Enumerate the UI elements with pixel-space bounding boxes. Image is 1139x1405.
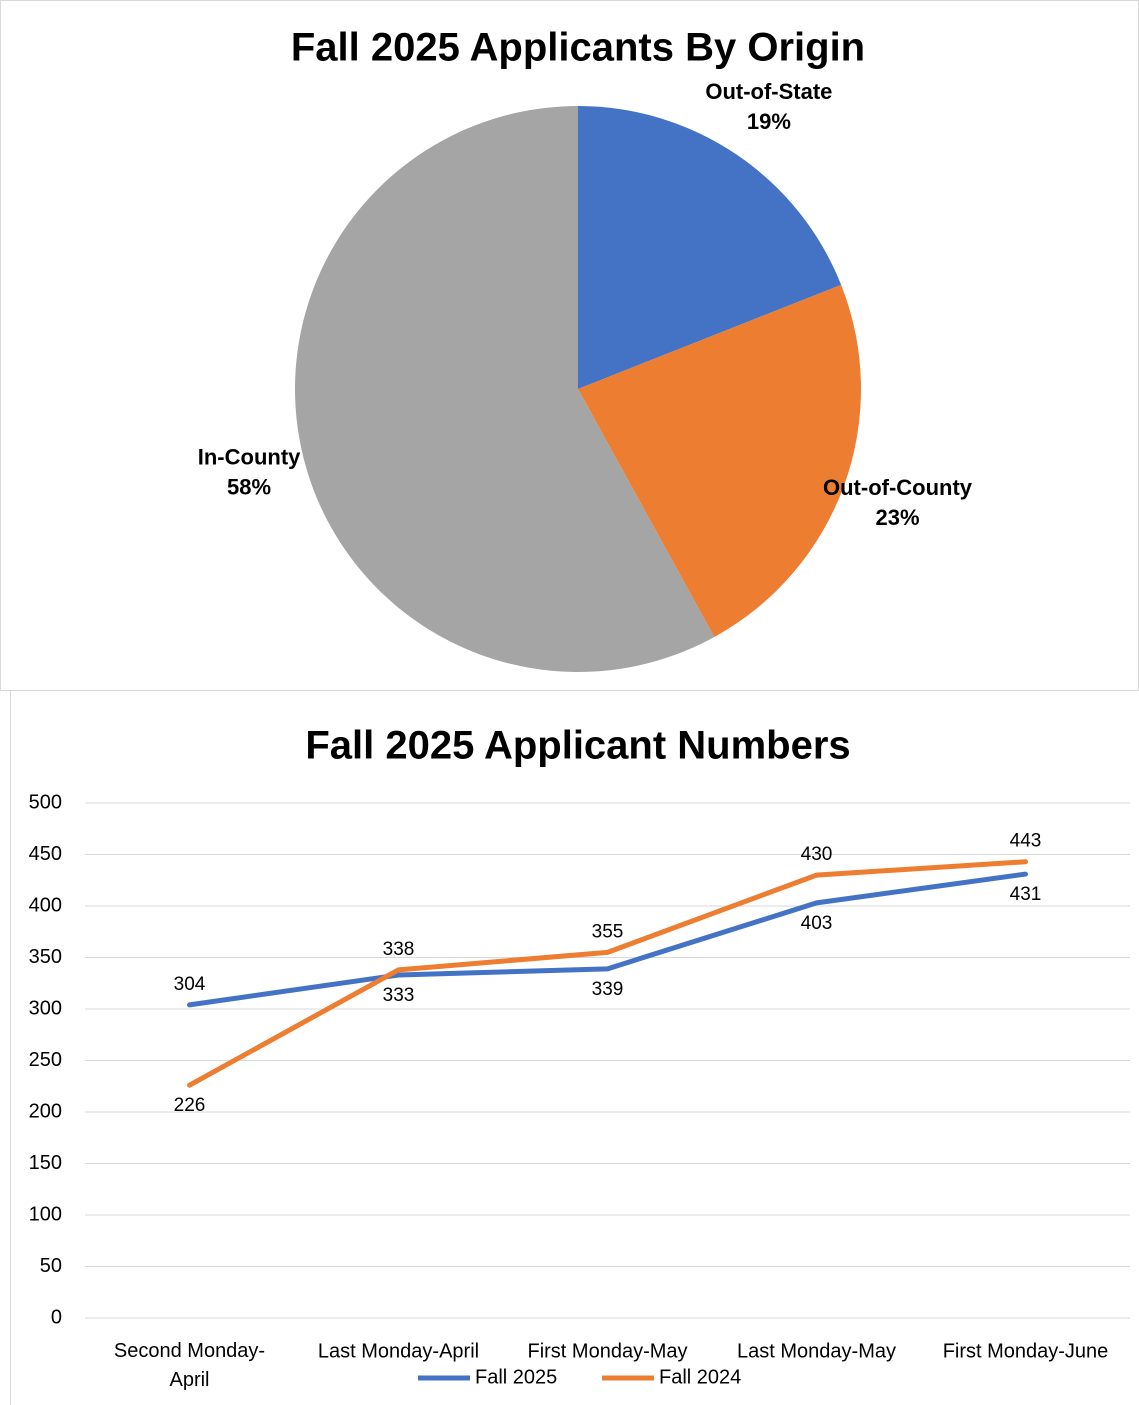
y-tick-label: 150 [29, 1152, 62, 1174]
data-label: 226 [174, 1095, 206, 1116]
y-tick-label: 350 [29, 946, 62, 968]
y-tick-label: 0 [51, 1306, 62, 1328]
data-label: 338 [383, 939, 415, 960]
pie-slice [295, 106, 715, 673]
y-tick-label: 50 [40, 1255, 62, 1277]
x-tick-label: Last Monday-May [737, 1340, 896, 1362]
x-tick-label: Last Monday-April [318, 1340, 479, 1362]
data-label: 339 [592, 979, 624, 1000]
y-tick-label: 250 [29, 1049, 62, 1071]
data-label: 431 [1010, 884, 1042, 905]
y-tick-label: 200 [29, 1100, 62, 1122]
slice-value: 58% [227, 474, 271, 499]
y-tick-label: 300 [29, 997, 62, 1019]
series-line [187, 871, 1028, 1008]
slice-value: 19% [747, 109, 791, 134]
pie-slice [578, 106, 842, 389]
pie-title: Fall 2025 Applicants By Origin [291, 26, 865, 70]
x-tick-label: Second Monday-April [114, 1340, 265, 1391]
x-tick-label: First Monday-May [527, 1340, 687, 1362]
data-label: 430 [801, 844, 833, 865]
y-tick-label: 500 [29, 791, 62, 813]
slice-label: In-County [198, 444, 301, 469]
y-tick-label: 450 [29, 843, 62, 865]
data-label: 304 [174, 974, 206, 995]
legend-label: Fall 2025 [475, 1366, 557, 1388]
pie-slice [578, 284, 862, 637]
line-title: Fall 2025 Applicant Numbers [305, 724, 850, 768]
data-label: 333 [383, 985, 415, 1006]
slice-label: Out-of-County [823, 475, 973, 500]
legend-label: Fall 2024 [659, 1366, 741, 1388]
data-label: 443 [1010, 831, 1042, 852]
x-tick-label: First Monday-June [943, 1340, 1109, 1362]
data-label: 355 [592, 921, 624, 942]
data-label: 403 [801, 913, 833, 934]
series-line [187, 859, 1028, 1088]
slice-value: 23% [875, 505, 919, 530]
y-tick-label: 400 [29, 894, 62, 916]
slice-label: Out-of-State [705, 79, 832, 104]
y-tick-label: 100 [29, 1203, 62, 1225]
